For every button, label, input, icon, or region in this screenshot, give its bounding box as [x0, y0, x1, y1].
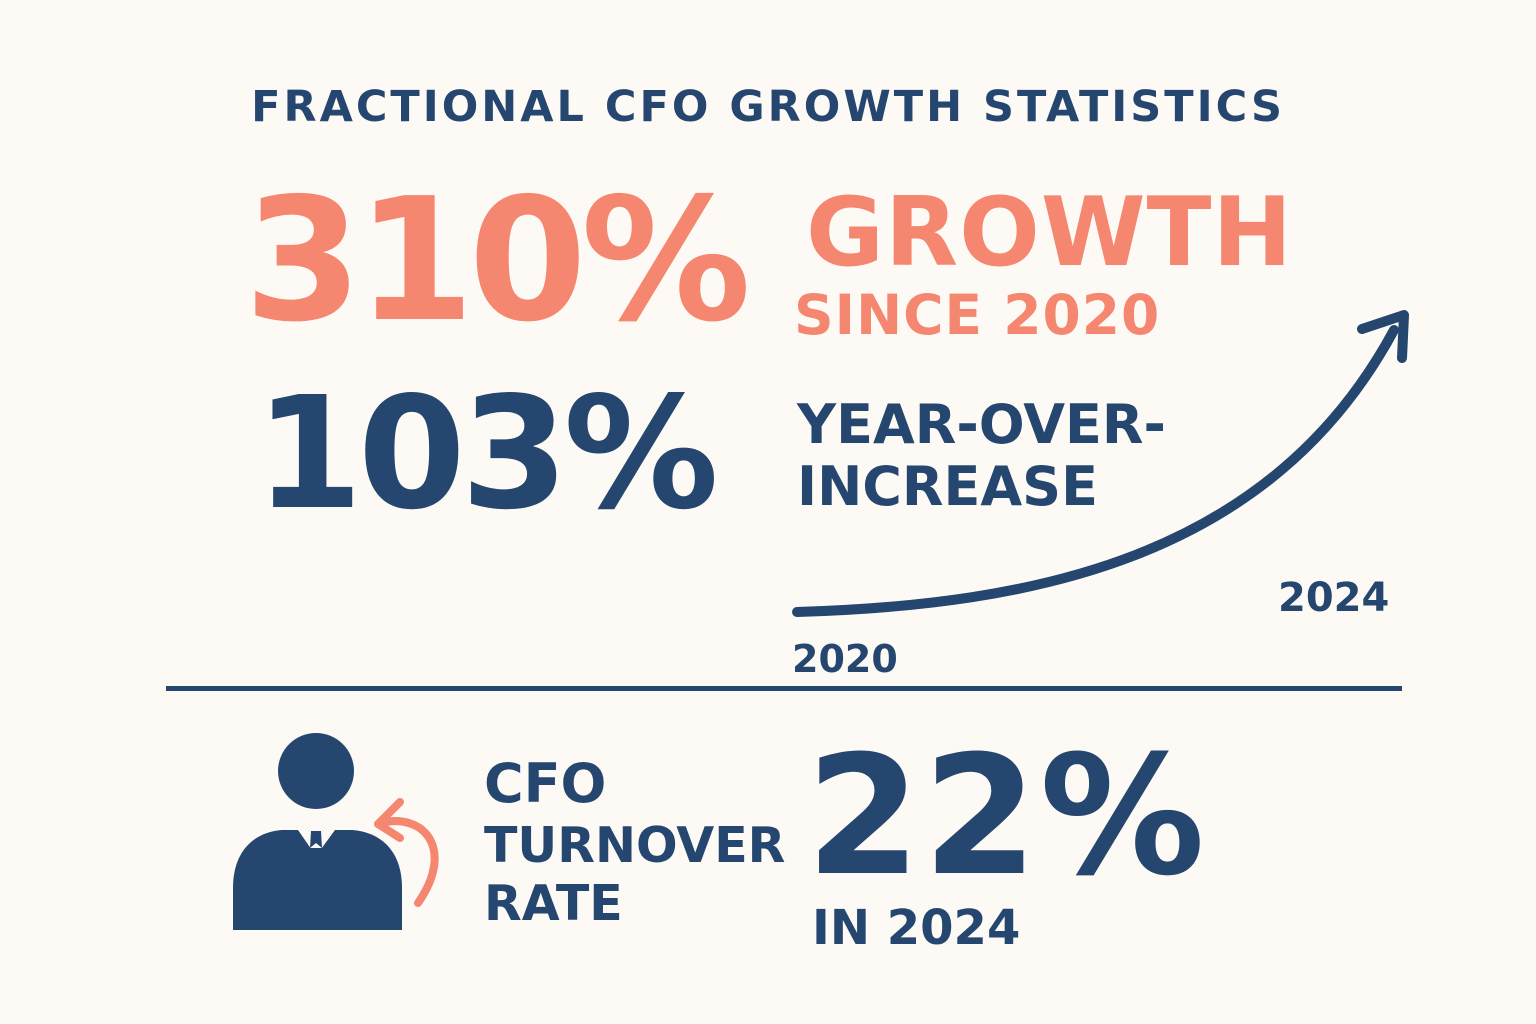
return-arrowhead [374, 798, 404, 842]
trend-end-year: 2024 [1278, 575, 1390, 621]
section-divider [166, 686, 1402, 691]
turnover-label-line2: TURNOVER [484, 817, 786, 874]
yoy-label-line1: YEAR-OVER- [797, 393, 1166, 456]
turnover-value: 22% [806, 720, 1207, 912]
person-head [278, 733, 354, 809]
turnover-label-line1: CFO [484, 752, 607, 815]
growth-label-line1: GROWTH [806, 178, 1293, 288]
yoy-value: 103% [255, 363, 719, 544]
tie [310, 831, 322, 848]
growth-value: 310% [244, 162, 751, 360]
tie-blade [306, 848, 326, 892]
turnover-label-line3: RATE [484, 875, 623, 932]
trend-curve [792, 325, 1399, 617]
trend-start-year: 2020 [792, 637, 898, 681]
growth-label-line2: SINCE 2020 [794, 283, 1161, 347]
trend-arrowhead [1357, 310, 1409, 363]
yoy-label-line2: INCREASE [797, 455, 1098, 518]
page-title: FRACTIONAL CFO GROWTH STATISTICS [251, 82, 1285, 132]
turnover-year-label: IN 2024 [812, 900, 1021, 956]
return-arrow-curve [376, 817, 439, 907]
